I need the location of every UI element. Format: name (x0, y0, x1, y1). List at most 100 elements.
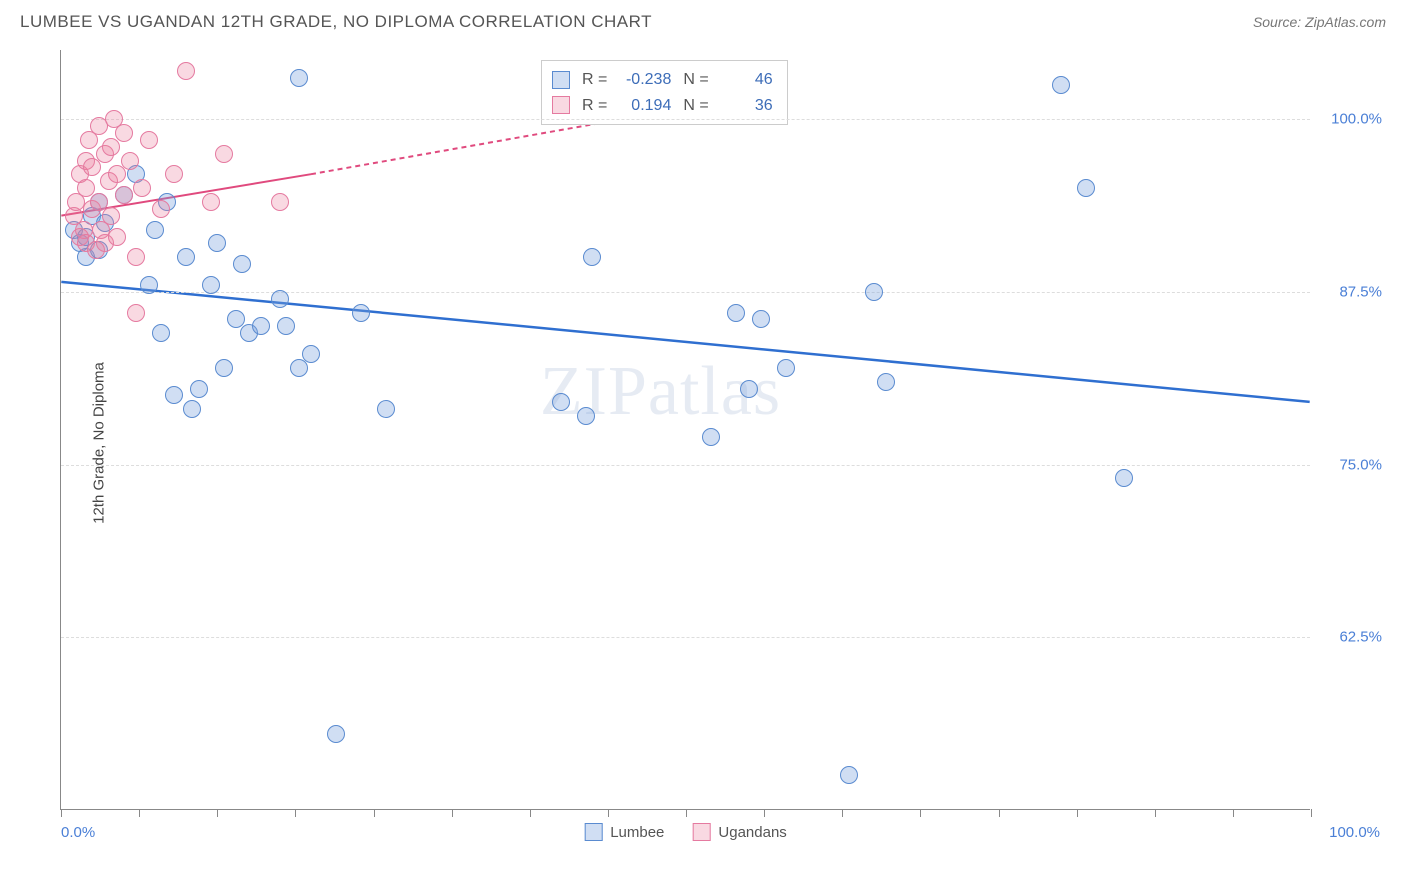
data-point (146, 221, 164, 239)
data-point (121, 152, 139, 170)
y-tick-label: 100.0% (1322, 111, 1382, 128)
data-point (152, 200, 170, 218)
n-value-lumbee: 46 (717, 67, 773, 93)
x-tick (686, 809, 687, 817)
plot-container: 12th Grade, No Diploma ZIPatlas R = -0.2… (60, 50, 1386, 835)
data-point (202, 276, 220, 294)
r-value-ugandans: 0.194 (615, 93, 671, 119)
data-point (177, 62, 195, 80)
x-tick (374, 809, 375, 817)
legend-row-ugandans: R = 0.194 N = 36 (552, 93, 773, 119)
legend-item-lumbee: Lumbee (584, 823, 664, 841)
data-point (1115, 469, 1133, 487)
y-tick-label: 87.5% (1322, 283, 1382, 300)
data-point (290, 359, 308, 377)
x-tick (1311, 809, 1312, 817)
n-label: N = (683, 93, 708, 119)
data-point (877, 373, 895, 391)
data-point (271, 290, 289, 308)
data-point (140, 131, 158, 149)
x-tick (999, 809, 1000, 817)
data-point (183, 400, 201, 418)
source-attribution: Source: ZipAtlas.com (1253, 14, 1386, 30)
n-value-ugandans: 36 (717, 93, 773, 119)
data-point (277, 317, 295, 335)
data-point (583, 248, 601, 266)
data-point (752, 310, 770, 328)
data-point (208, 234, 226, 252)
y-tick-label: 75.0% (1322, 456, 1382, 473)
gridline (61, 292, 1310, 293)
x-tick (1233, 809, 1234, 817)
x-tick (452, 809, 453, 817)
plot-area: ZIPatlas R = -0.238 N = 46 R = 0.194 N =… (60, 50, 1310, 810)
data-point (377, 400, 395, 418)
data-point (252, 317, 270, 335)
series-legend: Lumbee Ugandans (584, 823, 787, 841)
gridline (61, 637, 1310, 638)
data-point (165, 165, 183, 183)
data-point (190, 380, 208, 398)
x-axis-min-label: 0.0% (61, 824, 95, 841)
x-tick (764, 809, 765, 817)
data-point (233, 255, 251, 273)
x-tick (61, 809, 62, 817)
data-point (740, 380, 758, 398)
data-point (302, 345, 320, 363)
data-point (127, 248, 145, 266)
legend-label: Lumbee (610, 824, 664, 841)
data-point (840, 766, 858, 784)
data-point (865, 283, 883, 301)
n-label: N = (683, 67, 708, 93)
data-point (177, 248, 195, 266)
data-point (83, 158, 101, 176)
data-point (165, 386, 183, 404)
data-point (140, 276, 158, 294)
data-point (327, 725, 345, 743)
x-tick (1077, 809, 1078, 817)
data-point (127, 304, 145, 322)
data-point (552, 393, 570, 411)
ugandans-swatch-icon (552, 96, 570, 114)
x-tick (295, 809, 296, 817)
data-point (115, 186, 133, 204)
correlation-legend: R = -0.238 N = 46 R = 0.194 N = 36 (541, 60, 788, 125)
x-tick (139, 809, 140, 817)
legend-row-lumbee: R = -0.238 N = 46 (552, 67, 773, 93)
ugandans-swatch-icon (692, 823, 710, 841)
data-point (108, 228, 126, 246)
lumbee-swatch-icon (552, 71, 570, 89)
r-value-lumbee: -0.238 (615, 67, 671, 93)
r-label: R = (582, 93, 607, 119)
legend-item-ugandans: Ugandans (692, 823, 786, 841)
x-tick (530, 809, 531, 817)
data-point (115, 124, 133, 142)
data-point (727, 304, 745, 322)
data-point (777, 359, 795, 377)
x-tick (842, 809, 843, 817)
data-point (352, 304, 370, 322)
data-point (577, 407, 595, 425)
gridline (61, 119, 1310, 120)
x-tick (1155, 809, 1156, 817)
legend-label: Ugandans (718, 824, 786, 841)
data-point (215, 145, 233, 163)
x-tick (920, 809, 921, 817)
chart-title: LUMBEE VS UGANDAN 12TH GRADE, NO DIPLOMA… (20, 12, 652, 32)
trendlines-svg (61, 50, 1310, 809)
data-point (290, 69, 308, 87)
lumbee-swatch-icon (584, 823, 602, 841)
y-tick-label: 62.5% (1322, 629, 1382, 646)
data-point (202, 193, 220, 211)
data-point (215, 359, 233, 377)
data-point (271, 193, 289, 211)
data-point (102, 138, 120, 156)
data-point (1052, 76, 1070, 94)
data-point (102, 207, 120, 225)
data-point (152, 324, 170, 342)
data-point (133, 179, 151, 197)
data-point (1077, 179, 1095, 197)
data-point (108, 165, 126, 183)
data-point (702, 428, 720, 446)
x-tick (217, 809, 218, 817)
